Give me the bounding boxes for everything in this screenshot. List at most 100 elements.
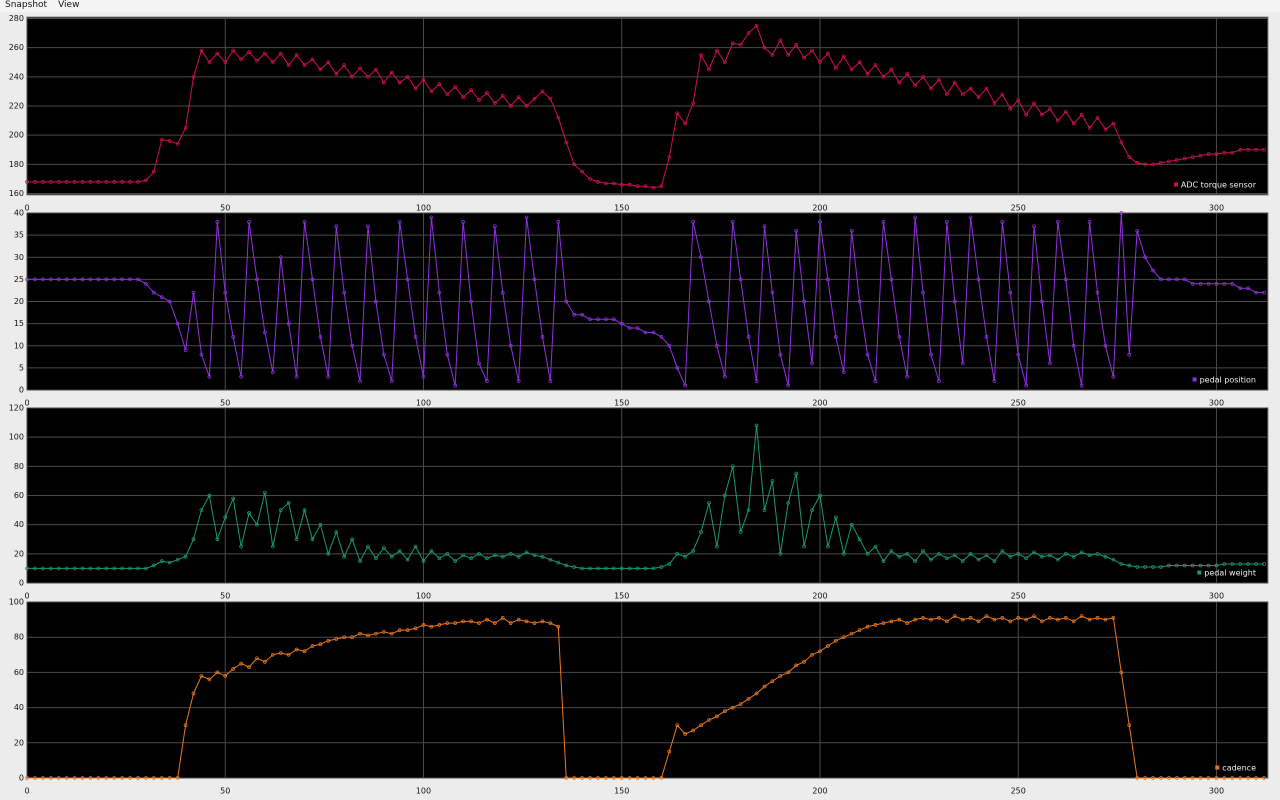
point-marker (976, 557, 981, 562)
point-marker (841, 551, 846, 556)
point-marker (413, 544, 418, 549)
point-marker (239, 661, 243, 666)
point-marker (826, 51, 830, 56)
point-marker (366, 74, 370, 79)
point-marker (1254, 562, 1258, 566)
point-marker (1087, 126, 1092, 130)
point-marker (611, 317, 616, 322)
point-marker (199, 352, 204, 357)
point-marker (152, 776, 156, 780)
point-marker (1127, 352, 1132, 357)
point-marker (857, 299, 862, 304)
point-marker (992, 559, 997, 563)
point-marker (263, 330, 267, 335)
point-marker (223, 60, 228, 65)
point-marker (952, 80, 957, 85)
point-marker (984, 614, 989, 618)
point-marker (1024, 556, 1028, 561)
point-marker (976, 277, 981, 282)
point-marker (358, 379, 362, 383)
point-marker (461, 553, 465, 558)
point-marker (818, 493, 822, 498)
point-marker (175, 142, 180, 146)
point-marker (881, 559, 886, 563)
point-marker (826, 544, 830, 549)
point-marker (754, 23, 759, 28)
point-marker (1000, 549, 1005, 553)
point-marker (1135, 776, 1140, 780)
point-marker (1048, 107, 1052, 111)
point-marker (1222, 150, 1227, 155)
point-marker (1048, 553, 1052, 558)
point-marker (588, 776, 592, 780)
point-marker (120, 776, 125, 780)
menu-item[interactable]: Snapshot (5, 0, 48, 10)
point-marker (310, 57, 315, 62)
point-marker (1167, 776, 1171, 780)
x-tick-label: 150 (614, 592, 629, 601)
point-marker (588, 566, 592, 571)
y-tick-label: 0 (19, 386, 24, 395)
point-marker (699, 723, 703, 728)
point-marker (1040, 619, 1044, 624)
point-marker (207, 677, 212, 682)
point-marker (263, 490, 267, 495)
point-marker (1063, 551, 1068, 556)
point-marker (429, 215, 434, 220)
point-marker (1151, 776, 1155, 780)
point-marker (350, 74, 354, 79)
point-marker (960, 92, 965, 97)
point-marker (374, 299, 378, 304)
point-marker (96, 566, 101, 571)
point-marker (1262, 776, 1266, 780)
point-marker (342, 290, 347, 295)
point-marker (136, 180, 140, 184)
point-marker (389, 70, 394, 75)
y-tick-label: 20 (14, 549, 24, 558)
menu-item[interactable]: View (58, 0, 80, 10)
point-marker (627, 776, 632, 780)
point-marker (952, 614, 957, 618)
point-marker (1000, 92, 1005, 97)
point-marker (128, 277, 132, 282)
x-tick-label: 200 (812, 204, 827, 213)
point-marker (968, 215, 973, 220)
point-marker (722, 709, 727, 713)
point-marker (500, 615, 505, 620)
point-marker (730, 41, 735, 46)
y-tick-label: 260 (9, 43, 24, 52)
point-marker (786, 500, 791, 505)
x-tick-label: 200 (812, 592, 827, 601)
legend-swatch (1215, 765, 1220, 770)
point-marker (1040, 554, 1044, 559)
point-marker (136, 277, 140, 282)
point-marker (968, 551, 973, 556)
point-marker (976, 95, 981, 100)
point-marker (48, 776, 53, 780)
point-marker (826, 277, 830, 282)
point-marker (604, 317, 608, 322)
point-marker (532, 96, 537, 101)
point-marker (397, 549, 402, 553)
point-marker (1135, 228, 1140, 233)
point-marker (921, 615, 925, 620)
point-marker (921, 290, 925, 295)
x-tick-label: 150 (614, 204, 629, 213)
point-marker (762, 508, 767, 512)
point-marker (849, 67, 854, 72)
point-marker (1174, 277, 1179, 282)
point-marker (326, 374, 331, 379)
point-marker (318, 335, 323, 339)
point-marker (25, 776, 29, 780)
point-marker (905, 72, 910, 76)
point-marker (659, 184, 664, 189)
point-marker (1143, 162, 1147, 167)
point-marker (564, 563, 569, 568)
point-marker (286, 321, 291, 326)
point-marker (485, 379, 489, 383)
series-line (27, 24, 1265, 189)
y-tick-label: 40 (14, 703, 24, 712)
point-marker (1103, 343, 1108, 348)
point-marker (667, 562, 672, 566)
point-marker (477, 98, 481, 103)
